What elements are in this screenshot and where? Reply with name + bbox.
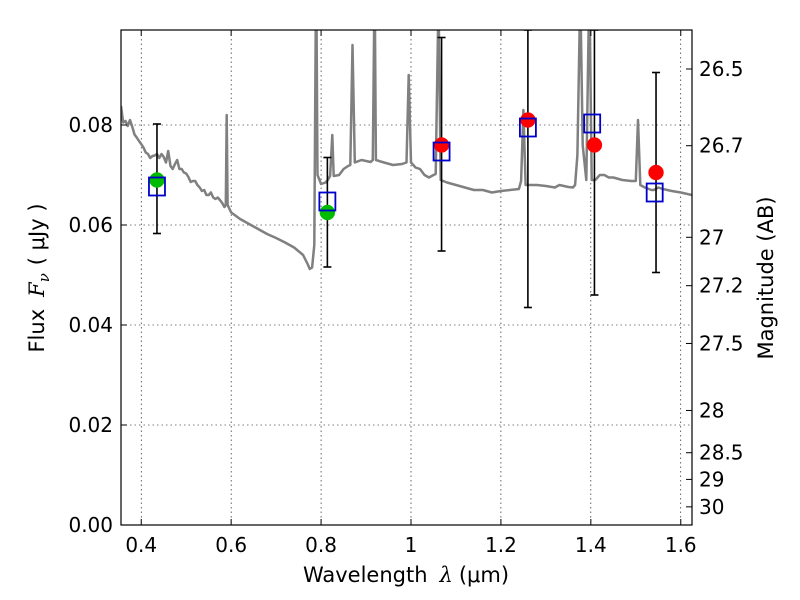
observed-optical-point (319, 204, 336, 221)
y-tick-label: 0.04 (68, 313, 113, 337)
magnitude-tick-label: 28.5 (699, 441, 744, 465)
x-tick-label: 0.6 (215, 533, 247, 557)
marker-layer (148, 112, 664, 221)
y-tick-label: 0.02 (68, 413, 113, 437)
magnitude-tick-label: 29 (699, 467, 724, 491)
x-axis-ticks: 0.4 0.6 0.8 1 1.2 1.4 1.6 (125, 30, 697, 557)
x-tick-label: 1.4 (575, 533, 607, 557)
model-photometry-square (645, 182, 664, 203)
y-tick-label: 0.08 (68, 113, 113, 137)
x-tick-label: 1 (405, 533, 418, 557)
magnitude-tick-label: 27.2 (699, 274, 744, 298)
observed-optical-point (149, 172, 165, 188)
x-tick-label: 1.6 (665, 533, 697, 557)
magnitude-tick-label: 26.7 (699, 134, 744, 158)
x-tick-label: 0.8 (305, 533, 337, 557)
x-axis-label: Wavelength λ (μm) (303, 563, 509, 587)
observed-nir-point (586, 137, 603, 153)
y-axis-label: FluxFν( μJy ) (25, 203, 53, 352)
magnitude-axis-ticks: 26.5 26.7 27 27.2 27.5 28 28.529 30 (686, 57, 744, 519)
model-photometry-square (583, 113, 602, 134)
model-spectrum-line (121, 30, 692, 271)
y-tick-label: 0.06 (68, 213, 113, 237)
y-axis-ticks: 0.00 0.02 0.04 0.06 0.08 (68, 113, 127, 537)
y-tick-label: 0.00 (68, 513, 113, 537)
x-tick-label: 0.4 (125, 533, 157, 557)
magnitude-tick-label: 27 (699, 225, 724, 249)
model-photometry-square (148, 176, 166, 197)
model-photometry-square (318, 191, 337, 212)
grid (121, 30, 692, 525)
magnitude-axis-label: Magnitude (AB) (754, 196, 778, 359)
observed-nir-point (648, 164, 664, 181)
magnitude-tick-label: 28 (699, 398, 724, 422)
observed-nir-point (520, 112, 536, 128)
model-spectrum-layer (121, 30, 692, 271)
magnitude-tick-label: 26.5 (699, 57, 744, 81)
x-tick-label: 1.2 (485, 533, 517, 557)
model-photometry-square (432, 141, 451, 162)
model-photometry-square (518, 117, 537, 138)
observed-nir-point (433, 137, 450, 153)
plot-frame (120, 29, 693, 526)
magnitude-tick-label: 27.5 (699, 331, 744, 355)
magnitude-tick-label: 30 (699, 495, 724, 519)
